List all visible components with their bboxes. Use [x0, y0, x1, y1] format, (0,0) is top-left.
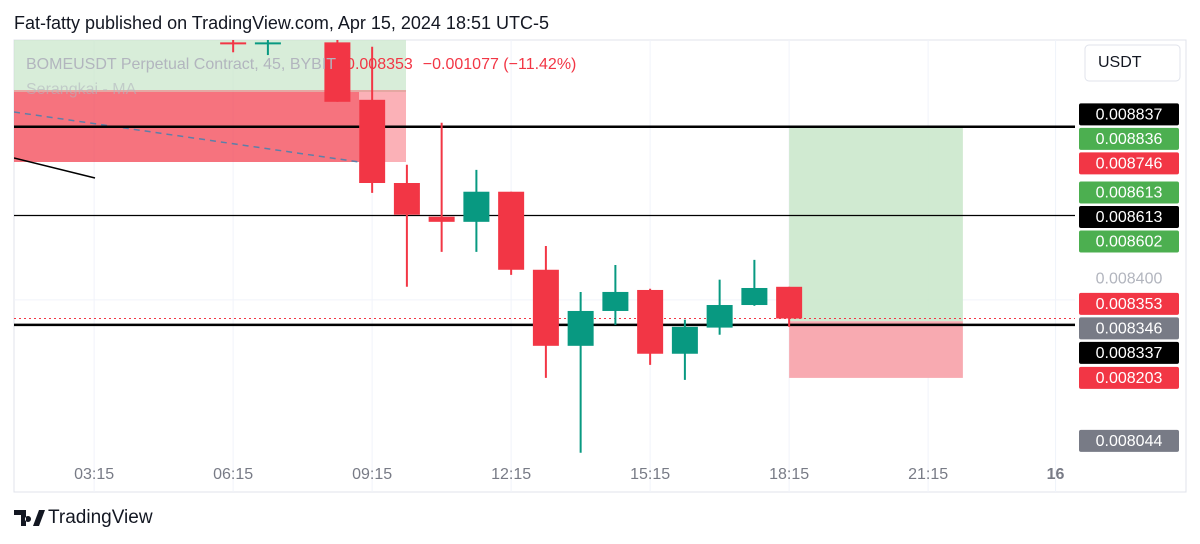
candle-body: [428, 216, 455, 222]
candle-body: [706, 305, 733, 328]
candle-body: [671, 326, 698, 354]
price-label: 0.008836: [1096, 131, 1163, 148]
price-label-box: [1079, 103, 1179, 126]
x-tick-label: 03:15: [74, 466, 114, 483]
price-label: 0.008746: [1096, 156, 1163, 173]
x-tick-label: 12:15: [491, 466, 531, 483]
candle-body: [637, 289, 664, 354]
candle-body: [776, 286, 803, 319]
candle-body: [602, 291, 629, 311]
candle-body: [254, 42, 281, 45]
logo-mark: [14, 510, 45, 526]
price-label: 0.008613: [1096, 209, 1163, 226]
x-tick-label: 06:15: [213, 466, 253, 483]
last-price: 0.008353: [346, 56, 413, 73]
candle-body: [498, 191, 525, 270]
candle-body: [567, 310, 594, 346]
plot-frame: [13, 39, 1187, 493]
price-label: 0.008044: [1096, 433, 1163, 450]
symbol: BOMEUSDT Perpetual Contract, 45, BYBIT: [26, 56, 336, 73]
currency[interactable]: USDT: [1098, 54, 1142, 71]
price-label: 0.008353: [1096, 296, 1163, 313]
price-label-box: [1079, 205, 1179, 228]
overlay: 03:15 06:15 09:15 12:15 15:15 18:15 21:15 16 0.0…: [74, 103, 1179, 483]
currency-button[interactable]: [1084, 44, 1181, 82]
indicator: Serangkai - MA: [26, 81, 137, 98]
plot-layer: [14, 40, 1075, 453]
x-tick-label: 09:15: [352, 466, 392, 483]
candle-body: [463, 191, 490, 222]
candle-body: [532, 269, 559, 346]
header: Fat-fatty published on TradingView.com, …: [14, 13, 549, 33]
price-label-box: [1079, 366, 1179, 389]
price-label: 0.008346: [1096, 321, 1163, 338]
price-label: 0.008337: [1096, 345, 1163, 362]
target-zone: [789, 127, 963, 322]
ma-line: [14, 111, 381, 166]
plot: [14, 40, 1075, 453]
candle-body: [324, 42, 351, 102]
price-label: 0.008203: [1096, 370, 1163, 387]
y-tick-label: 0.008400: [1096, 271, 1163, 288]
price-label-box: [1079, 230, 1179, 253]
x-tick-label: 16: [1047, 466, 1065, 483]
price-change: −0.001077 (−11.42%): [423, 56, 577, 73]
price-label-box: [1079, 181, 1179, 204]
price-label-box: [1079, 429, 1179, 452]
logo: [14, 510, 45, 526]
x-tick-label: 21:15: [908, 466, 948, 483]
candle-body: [220, 42, 247, 45]
price-label-box: [1079, 127, 1179, 150]
price-label-box: [1079, 292, 1179, 315]
x-tick-label: 15:15: [630, 466, 670, 483]
stop-zone: [789, 321, 963, 378]
candle-body: [359, 99, 386, 184]
trend-line: [14, 157, 96, 179]
candle-body: [741, 287, 768, 306]
footer: TradingView: [48, 507, 153, 528]
price-label: 0.008837: [1096, 107, 1163, 124]
x-tick-label: 18:15: [769, 466, 809, 483]
price-label: 0.008602: [1096, 234, 1163, 251]
price-label-box: [1079, 341, 1179, 364]
price-label-box: [1079, 317, 1179, 340]
candle-body: [393, 183, 420, 215]
price-label-box: [1079, 152, 1179, 175]
price-label: 0.008613: [1096, 185, 1163, 202]
